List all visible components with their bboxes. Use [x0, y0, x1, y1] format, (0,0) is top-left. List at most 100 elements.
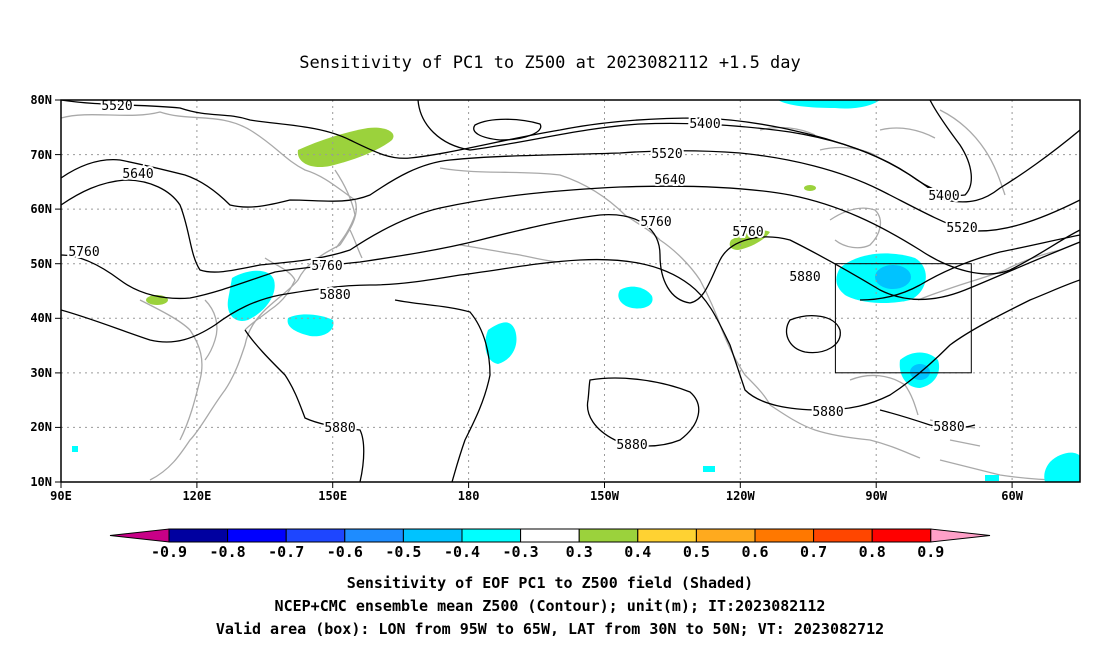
- coast-kuril: [349, 229, 363, 259]
- shade-negative-arctic: [778, 100, 880, 109]
- lon-label-150e: 150E: [318, 489, 347, 503]
- contour-5640: [61, 179, 1080, 275]
- coast-caribbean: [929, 419, 981, 447]
- colorbar-label: -0.6: [327, 543, 363, 561]
- contour-label-5640-center: 5640: [654, 173, 685, 188]
- caption-line-1: Sensitivity of EOF PC1 to Z500 field (Sh…: [347, 574, 753, 592]
- colorbar-label: 0.9: [917, 543, 944, 561]
- contour-label-5760-far-west: 5760: [68, 245, 99, 260]
- lat-label-70n: 70N: [30, 148, 52, 162]
- coast-kamchatka: [334, 169, 356, 249]
- colorbar-label: 0.7: [800, 543, 827, 561]
- lat-label-50n: 50N: [30, 257, 52, 271]
- contour-label-5760-center: 5760: [640, 215, 671, 230]
- contour-label-5520-east: 5520: [946, 221, 977, 236]
- coast-asia-east: [149, 244, 341, 481]
- coast-china-inner: [139, 299, 203, 441]
- lon-label-150w: 150W: [590, 489, 620, 503]
- lat-label-40n: 40N: [30, 311, 52, 325]
- contour-5880-west: [61, 258, 1080, 411]
- lat-label-10n: 10N: [30, 475, 52, 489]
- shade-positive-canada: [729, 230, 770, 250]
- coast-asia-north: [61, 111, 357, 246]
- contour-label-5640-west: 5640: [122, 167, 153, 182]
- shade-negative-great-lakes-core: [875, 265, 911, 289]
- colorbar-bin: [754, 528, 815, 543]
- contour-5400-low-center: [473, 118, 542, 141]
- colorbar-label: -0.3: [503, 543, 539, 561]
- map-panel: 5520 5400 5520 5640 5640 5400 5520 5760 …: [30, 93, 1081, 503]
- contour-label-5880-south-west: 5880: [324, 421, 355, 436]
- lon-label-120e: 120E: [182, 489, 211, 503]
- contour-5760: [61, 214, 1080, 304]
- contour-label-5760-west: 5760: [311, 259, 342, 274]
- colorbar-label: -0.7: [268, 543, 304, 561]
- contour-5880-east-pacific: [394, 299, 491, 482]
- caption-line-3: Valid area (box): LON from 95W to 65W, L…: [216, 620, 884, 638]
- map-title: Sensitivity of PC1 to Z500 at 2023082112…: [299, 53, 801, 73]
- lon-label-180: 180: [458, 489, 480, 503]
- contour-label-5880-far-east: 5880: [933, 420, 964, 435]
- colorbar-bin: [871, 528, 932, 543]
- contour-label-5520-center: 5520: [651, 147, 682, 162]
- colorbar-bin: [344, 528, 404, 543]
- valid-area-box: [834, 263, 972, 374]
- shade-positive-siberia: [297, 127, 394, 168]
- contour-5520-mid: [61, 150, 1080, 232]
- contour-5400-east: [417, 100, 972, 196]
- contour-5880-inner-high: [785, 315, 841, 354]
- shade-negative-japan: [227, 270, 275, 321]
- colorbar-bin: [461, 528, 522, 543]
- shade-negative-tropical-1: [703, 466, 715, 472]
- shade-positive-pacific-small: [804, 185, 816, 191]
- gridlines: [61, 100, 1080, 482]
- sensitivity-shading: [72, 100, 1080, 482]
- shade-negative-pacific-3: [618, 286, 653, 309]
- colorbar-arrow-low: [109, 528, 170, 543]
- lon-label-90e: 90E: [50, 489, 72, 503]
- colorbar-bin: [227, 528, 287, 543]
- contour-5880-south-west: [244, 329, 365, 482]
- contour-label-5880-south-east: 5880: [812, 405, 843, 420]
- colorbar-bin: [813, 528, 873, 543]
- contour-5520-north: [61, 100, 1080, 203]
- coast-alaska: [439, 167, 661, 241]
- coast-greenland: [939, 109, 1006, 196]
- lon-label-60w: 60W: [1001, 489, 1023, 503]
- colorbar-label: 0.6: [741, 543, 768, 561]
- z500-contours: [61, 100, 1080, 482]
- contour-5880-east-coast: [859, 234, 1080, 301]
- colorbar-bin: [637, 528, 697, 543]
- contour-label-5880-south-center: 5880: [616, 438, 647, 453]
- contour-labels: 5520 5400 5520 5640 5640 5400 5520 5760 …: [66, 97, 979, 455]
- colorbar-label: 0.3: [566, 543, 593, 561]
- contour-label-5880-west: 5880: [319, 288, 350, 303]
- shade-negative-pacific-1: [287, 314, 334, 337]
- contour-label-5880-east: 5880: [789, 270, 820, 285]
- colorbar-label: -0.4: [444, 543, 480, 561]
- contour-label-5520-west: 5520: [101, 99, 132, 114]
- colorbar-bin: [168, 528, 229, 543]
- shade-negative-tropical-2: [72, 446, 78, 452]
- colorbar-bin: [695, 528, 756, 543]
- contour-label-5760-east: 5760: [732, 225, 763, 240]
- coast-korea: [204, 299, 218, 361]
- shade-negative-tropical-3: [985, 475, 999, 481]
- coast-south-america: [939, 459, 1061, 481]
- colorbar-label: -0.9: [151, 543, 187, 561]
- shade-negative-pacific-2: [485, 322, 517, 364]
- colorbar-arrow-high: [930, 528, 991, 543]
- contour-label-5400-east: 5400: [928, 189, 959, 204]
- colorbar-bin: [285, 528, 346, 543]
- lat-label-80n: 80N: [30, 93, 52, 107]
- lon-label-90w: 90W: [865, 489, 887, 503]
- colorbar-bin: [402, 528, 463, 543]
- lon-label-120w: 120W: [726, 489, 756, 503]
- coast-japan: [244, 257, 296, 331]
- contour-5880-south-pacific: [586, 377, 700, 447]
- map-frame: [60, 99, 1081, 483]
- caption: Sensitivity of EOF PC1 to Z500 field (Sh…: [216, 574, 884, 638]
- longitude-axis: 90E 120E 150E 180 150W 120W 90W 60W: [50, 482, 1024, 503]
- shade-negative-atlantic: [1044, 452, 1080, 482]
